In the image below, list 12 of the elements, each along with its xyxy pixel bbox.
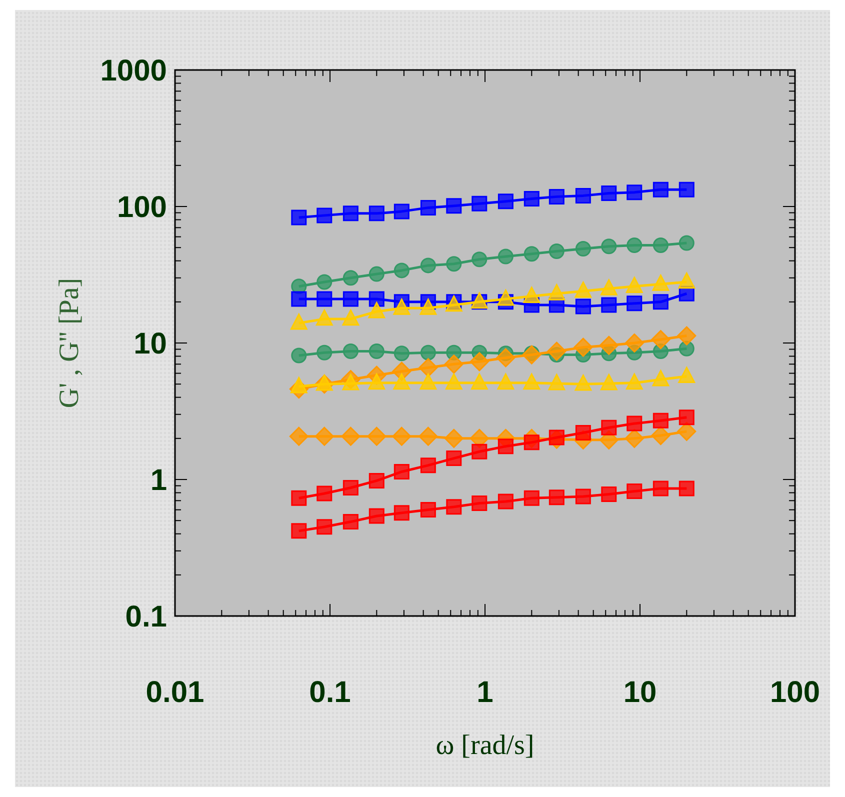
x-tick-label: 1	[476, 676, 494, 709]
y-tick-label: 10	[134, 328, 167, 360]
y-tick-label: 1	[150, 464, 167, 497]
x-axis-title: ω [rad/s]	[436, 730, 534, 761]
y-axis-title: G' , G'' [Pa]	[54, 278, 85, 408]
y-tick-label: 100	[116, 191, 167, 224]
y-tick-label: 0.1	[125, 600, 167, 634]
x-tick-label: 0.01	[146, 676, 204, 709]
x-tick-label: 0.1	[309, 676, 351, 709]
x-tick-label: 10	[623, 676, 657, 709]
x-tick-label: 100	[770, 676, 820, 709]
y-tick-label: 1000	[100, 54, 167, 88]
